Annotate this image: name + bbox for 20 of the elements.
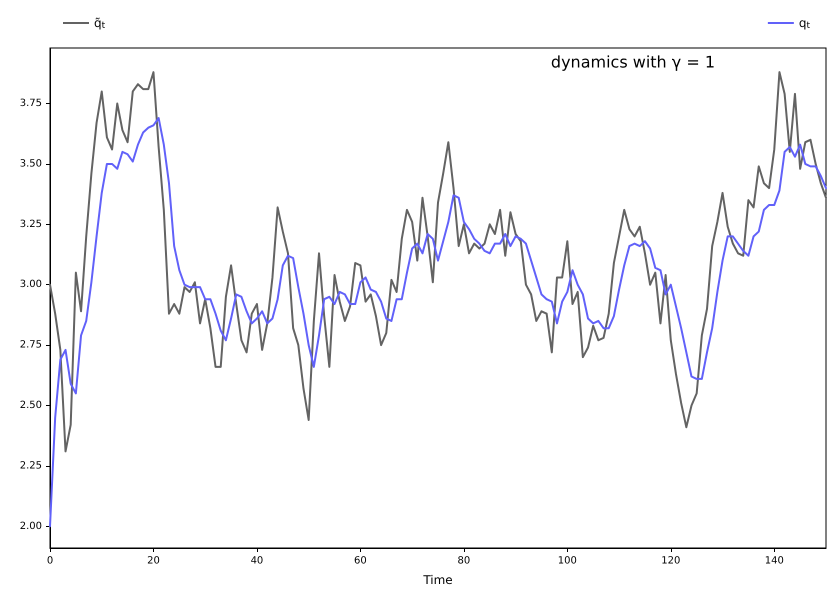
x-tick-label: 60 xyxy=(354,556,367,566)
y-tick-label: 2.75 xyxy=(20,340,42,351)
y-tick-label: 2.50 xyxy=(20,400,42,411)
x-tick-label: 0 xyxy=(46,556,54,566)
y-tick-label: 3.00 xyxy=(20,279,42,290)
x-axis-title: Time xyxy=(422,573,453,587)
annotation: dynamics with γ = 1 xyxy=(550,52,715,72)
x-tick-label: 40 xyxy=(250,556,264,566)
y-tick-label: 3.25 xyxy=(20,218,42,230)
line-series xyxy=(49,71,827,452)
x-tick-label: 120 xyxy=(661,556,680,566)
x-tick-label: 20 xyxy=(147,556,160,566)
y-tick-label: 2.25 xyxy=(20,460,42,472)
x-tick-label: 80 xyxy=(458,556,470,566)
y-tick-label: 3.50 xyxy=(20,158,42,170)
y-tick-label: 3.75 xyxy=(20,98,42,110)
line-series xyxy=(49,117,827,528)
x-tick-label: 140 xyxy=(764,556,784,566)
x-tick-label: 100 xyxy=(558,556,577,566)
y-tick-label: 2.00 xyxy=(20,520,42,532)
